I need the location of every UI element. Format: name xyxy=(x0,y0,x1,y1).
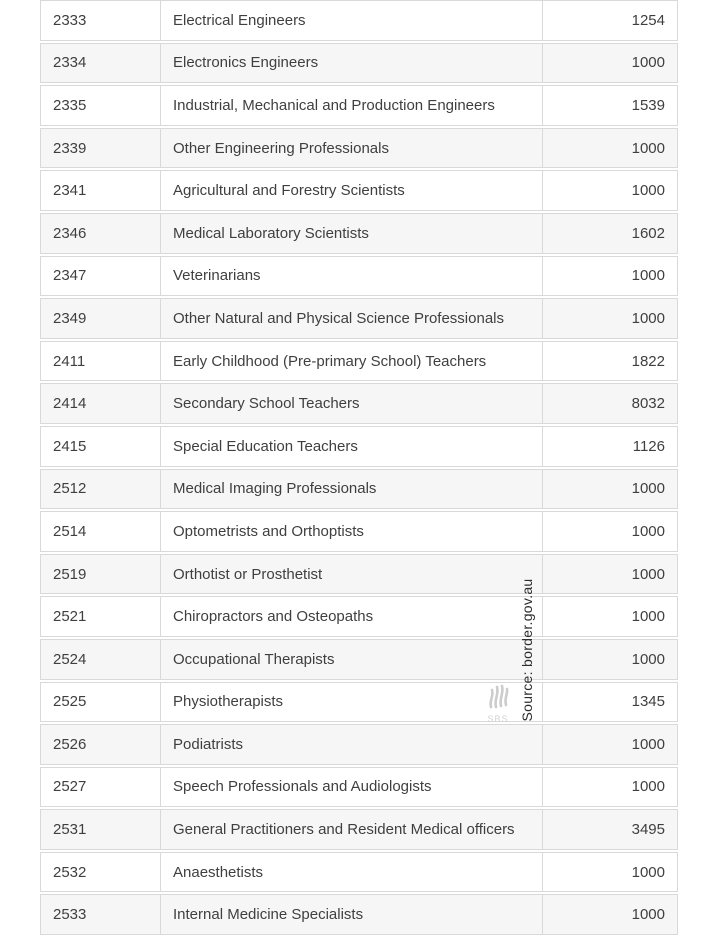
occupation-name-cell: Speech Professionals and Audiologists xyxy=(161,766,543,808)
ceiling-value-cell: 1000 xyxy=(543,511,678,552)
table-row: 2415 Special Education Teachers 1126 xyxy=(40,425,678,467)
occupation-code-cell: 2531 xyxy=(40,809,161,850)
occupation-name-cell: Early Childhood (Pre-primary School) Tea… xyxy=(161,340,543,382)
table-row: 2526 Podiatrists 1000 xyxy=(40,724,678,765)
table-row: 2333 Electrical Engineers 1254 xyxy=(40,0,678,41)
ceiling-value-cell: 1000 xyxy=(543,468,678,510)
table-row: 2339 Other Engineering Professionals 100… xyxy=(40,127,678,169)
ceiling-value-cell: 1000 xyxy=(543,553,678,595)
occupation-code-cell: 2347 xyxy=(40,255,161,297)
occupation-code-cell: 2512 xyxy=(40,468,161,510)
occupation-code-cell: 2525 xyxy=(40,681,161,723)
occupation-name-cell: Secondary School Teachers xyxy=(161,383,543,424)
occupation-code-cell: 2341 xyxy=(40,170,161,211)
occupation-code-cell: 2524 xyxy=(40,638,161,680)
occupation-name-cell: Special Education Teachers xyxy=(161,425,543,467)
occupation-name-cell: Anaesthetists xyxy=(161,851,543,893)
occupation-name-cell: Orthotist or Prosthetist xyxy=(161,553,543,595)
occupation-code-cell: 2339 xyxy=(40,127,161,169)
table-row: 2349 Other Natural and Physical Science … xyxy=(40,298,678,339)
occupation-code-cell: 2414 xyxy=(40,383,161,424)
table-row: 2533 Internal Medicine Specialists 1000 xyxy=(40,894,678,936)
ceiling-value-cell: 1000 xyxy=(543,638,678,680)
occupation-code-cell: 2514 xyxy=(40,511,161,552)
occupation-name-cell: Other Engineering Professionals xyxy=(161,127,543,169)
occupation-name-cell: Agricultural and Forestry Scientists xyxy=(161,170,543,211)
table-row: 2514 Optometrists and Orthoptists 1000 xyxy=(40,511,678,552)
ceiling-value-cell: 1000 xyxy=(543,255,678,297)
table-row: 2335 Industrial, Mechanical and Producti… xyxy=(40,85,678,126)
ceiling-value-cell: 1000 xyxy=(543,170,678,211)
occupation-name-cell: Industrial, Mechanical and Production En… xyxy=(161,85,543,126)
occupation-name-cell: Occupational Therapists xyxy=(161,638,543,680)
occupation-code-cell: 2334 xyxy=(40,42,161,84)
occupation-code-cell: 2346 xyxy=(40,212,161,254)
ceiling-value-cell: 1000 xyxy=(543,596,678,637)
occupation-name-cell: Medical Laboratory Scientists xyxy=(161,212,543,254)
ceiling-value-cell: 1822 xyxy=(543,340,678,382)
ceiling-value-cell: 3495 xyxy=(543,809,678,850)
table-row: 2527 Speech Professionals and Audiologis… xyxy=(40,766,678,808)
table-row: 2531 General Practitioners and Resident … xyxy=(40,809,678,850)
occupation-code-cell: 2415 xyxy=(40,425,161,467)
occupation-code-cell: 2411 xyxy=(40,340,161,382)
ceiling-value-cell: 1000 xyxy=(543,127,678,169)
occupation-code-cell: 2349 xyxy=(40,298,161,339)
table-row: 2525 Physiotherapists 1345 xyxy=(40,681,678,723)
occupation-name-cell: Podiatrists xyxy=(161,724,543,765)
occupation-name-cell: General Practitioners and Resident Medic… xyxy=(161,809,543,850)
table-row: 2341 Agricultural and Forestry Scientist… xyxy=(40,170,678,211)
occupation-code-cell: 2526 xyxy=(40,724,161,765)
ceiling-value-cell: 1345 xyxy=(543,681,678,723)
table-row: 2346 Medical Laboratory Scientists 1602 xyxy=(40,212,678,254)
table-row: 2347 Veterinarians 1000 xyxy=(40,255,678,297)
occupation-name-cell: Physiotherapists xyxy=(161,681,543,723)
table-row: 2512 Medical Imaging Professionals 1000 xyxy=(40,468,678,510)
ceiling-value-cell: 1000 xyxy=(543,851,678,893)
table-row: 2519 Orthotist or Prosthetist 1000 xyxy=(40,553,678,595)
ceiling-value-cell: 1000 xyxy=(543,724,678,765)
ceiling-value-cell: 1126 xyxy=(543,425,678,467)
table-row: 2532 Anaesthetists 1000 xyxy=(40,851,678,893)
occupation-ceiling-table: 2333 Electrical Engineers 1254 2334 Elec… xyxy=(40,0,678,937)
table-row: 2411 Early Childhood (Pre-primary School… xyxy=(40,340,678,382)
occupation-code-cell: 2527 xyxy=(40,766,161,808)
occupation-name-cell: Medical Imaging Professionals xyxy=(161,468,543,510)
table-row: 2524 Occupational Therapists 1000 xyxy=(40,638,678,680)
occupation-name-cell: Optometrists and Orthoptists xyxy=(161,511,543,552)
ceiling-value-cell: 1000 xyxy=(543,766,678,808)
occupation-name-cell: Chiropractors and Osteopaths xyxy=(161,596,543,637)
occupation-name-cell: Internal Medicine Specialists xyxy=(161,894,543,936)
occupation-code-cell: 2521 xyxy=(40,596,161,637)
occupation-name-cell: Veterinarians xyxy=(161,255,543,297)
occupation-name-cell: Electronics Engineers xyxy=(161,42,543,84)
table-row: 2414 Secondary School Teachers 8032 xyxy=(40,383,678,424)
ceiling-value-cell: 1254 xyxy=(543,0,678,41)
ceiling-value-cell: 1539 xyxy=(543,85,678,126)
occupation-code-cell: 2533 xyxy=(40,894,161,936)
occupation-code-cell: 2333 xyxy=(40,0,161,41)
ceiling-value-cell: 8032 xyxy=(543,383,678,424)
ceiling-value-cell: 1000 xyxy=(543,42,678,84)
occupation-code-cell: 2519 xyxy=(40,553,161,595)
occupation-code-cell: 2532 xyxy=(40,851,161,893)
table-row: 2334 Electronics Engineers 1000 xyxy=(40,42,678,84)
table-body: 2333 Electrical Engineers 1254 2334 Elec… xyxy=(40,0,678,936)
occupation-code-cell: 2335 xyxy=(40,85,161,126)
ceiling-value-cell: 1602 xyxy=(543,212,678,254)
ceiling-value-cell: 1000 xyxy=(543,894,678,936)
occupation-name-cell: Electrical Engineers xyxy=(161,0,543,41)
table-row: 2521 Chiropractors and Osteopaths 1000 xyxy=(40,596,678,637)
ceiling-value-cell: 1000 xyxy=(543,298,678,339)
occupation-name-cell: Other Natural and Physical Science Profe… xyxy=(161,298,543,339)
